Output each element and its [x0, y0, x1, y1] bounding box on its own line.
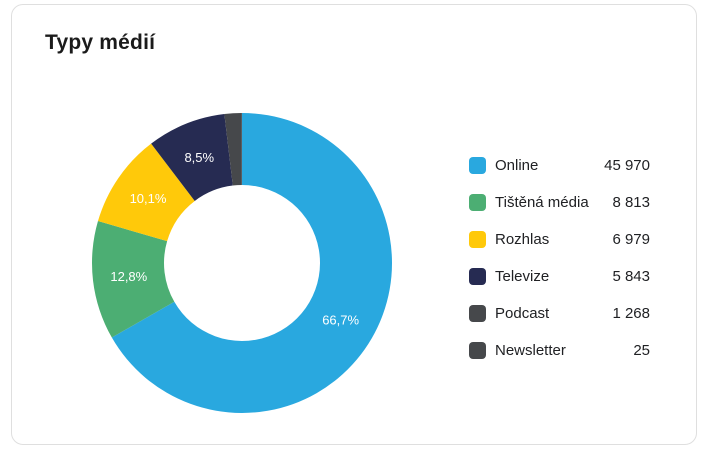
- chart-legend: Online 45 970 Tištěná média 8 813 Rozhla…: [469, 157, 650, 359]
- legend-item-label: Tištěná média: [495, 194, 589, 211]
- pie-slice-0[interactable]: [111, 113, 393, 413]
- legend-color-swatch: [469, 194, 486, 211]
- legend-color-swatch: [469, 231, 486, 248]
- legend-item-label: Rozhlas: [495, 231, 550, 248]
- legend-color-swatch: [469, 157, 486, 174]
- legend-item-value: 45 970: [604, 157, 650, 174]
- pie-slice-percent-label: 12,8%: [110, 269, 147, 284]
- legend-item-label: Podcast: [495, 305, 550, 322]
- legend-item-value: 5 843: [612, 268, 650, 285]
- legend-item-newsletter[interactable]: Newsletter 25: [469, 342, 650, 359]
- legend-item-televize[interactable]: Televize 5 843: [469, 268, 650, 285]
- legend-item-online[interactable]: Online 45 970: [469, 157, 650, 174]
- pie-slice-1[interactable]: [92, 221, 175, 338]
- pie-slice-3[interactable]: [151, 114, 233, 201]
- legend-color-swatch: [469, 268, 486, 285]
- legend-color-swatch: [469, 342, 486, 359]
- legend-item-value: 1 268: [612, 305, 650, 322]
- legend-item-label: Televize: [495, 268, 550, 285]
- legend-color-swatch: [469, 305, 486, 322]
- pie-slice-4[interactable]: [224, 113, 242, 186]
- pie-slice-2[interactable]: [97, 143, 195, 242]
- card-title: Typy médií: [45, 31, 156, 54]
- legend-item-value: 6 979: [612, 231, 650, 248]
- legend-item-value: 8 813: [612, 194, 650, 211]
- pie-slice-percent-label: 10,1%: [130, 191, 167, 206]
- legend-item-tistena-media[interactable]: Tištěná média 8 813: [469, 194, 650, 211]
- pie-slice-percent-label: 8,5%: [184, 150, 214, 165]
- media-types-card: Typy médií 66,7% 12,8% 10,1% 8,5% Online 45…: [11, 4, 697, 445]
- legend-item-label: Online: [495, 157, 539, 174]
- legend-item-rozhlas[interactable]: Rozhlas 6 979: [469, 231, 650, 248]
- pie-slice-percent-label: 66,7%: [322, 313, 359, 328]
- legend-item-podcast[interactable]: Podcast 1 268: [469, 305, 650, 322]
- donut-chart: 66,7% 12,8% 10,1% 8,5%: [92, 112, 393, 413]
- legend-item-label: Newsletter: [495, 342, 566, 359]
- legend-item-value: 25: [633, 342, 650, 359]
